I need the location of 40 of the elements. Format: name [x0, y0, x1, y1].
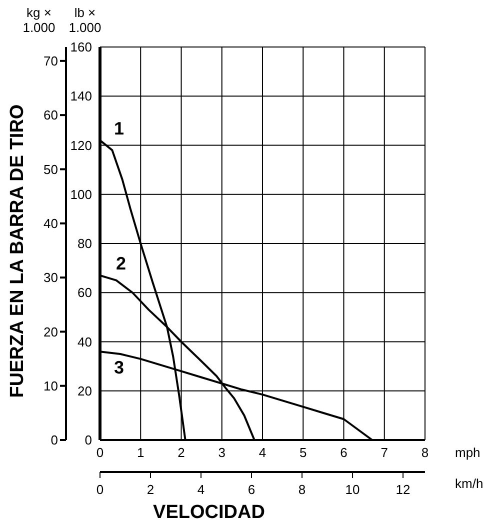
x2-tick-label: 12 — [396, 482, 410, 497]
x-tick-label: 1 — [137, 445, 144, 460]
y2-tick-label: 10 — [44, 378, 58, 394]
x-tick-label: 4 — [258, 445, 266, 460]
x-axis-title: mph — [455, 445, 480, 460]
x-tick-label: 2 — [178, 445, 185, 460]
y2-tick-label: 50 — [44, 162, 58, 177]
y-tick-label: 60 — [78, 285, 92, 300]
y-tick-label: 40 — [78, 334, 92, 350]
y-tick-label: 160 — [70, 40, 92, 55]
y2-tick-label: 20 — [44, 324, 58, 340]
x-tick-label: 7 — [380, 445, 388, 460]
y2-tick-label: 30 — [44, 270, 58, 286]
x-tick-label: 5 — [300, 445, 307, 460]
x-tick-label: 0 — [96, 445, 104, 460]
y2-tick-label: 60 — [44, 108, 58, 123]
text: FUERZA EN LA BARRA DE TIRO — [7, 103, 29, 400]
x2-axis-title: km/h — [455, 476, 484, 491]
y-tick-label: 20 — [78, 383, 92, 398]
y2-tick-label: 40 — [44, 216, 58, 231]
y2-tick-label: 70 — [44, 54, 58, 69]
x2-tick-label: 6 — [248, 482, 256, 497]
y2-tick-label: 0 — [50, 432, 58, 448]
x2-tick-label: 10 — [345, 482, 360, 497]
series-label: 2 — [116, 253, 126, 274]
x2-tick-label: 4 — [197, 482, 205, 497]
x-tick-label: 3 — [218, 445, 226, 460]
y-tick-label: 140 — [70, 88, 92, 104]
x2-tick-label: 2 — [146, 482, 154, 497]
y-tick-label: 100 — [70, 186, 92, 202]
x2-tick-label: 8 — [298, 482, 306, 497]
y-tick-label: 80 — [78, 236, 92, 252]
x-tick-label: 8 — [421, 445, 429, 460]
y-tick-label: 0 — [84, 432, 92, 448]
series-label: 1 — [114, 118, 124, 138]
series-label: 3 — [114, 358, 124, 378]
x-tick-label: 6 — [340, 445, 348, 460]
x2-tick-label: 0 — [96, 482, 104, 497]
text: VELOCIDAD — [152, 502, 266, 524]
y-tick-label: 120 — [70, 138, 92, 153]
